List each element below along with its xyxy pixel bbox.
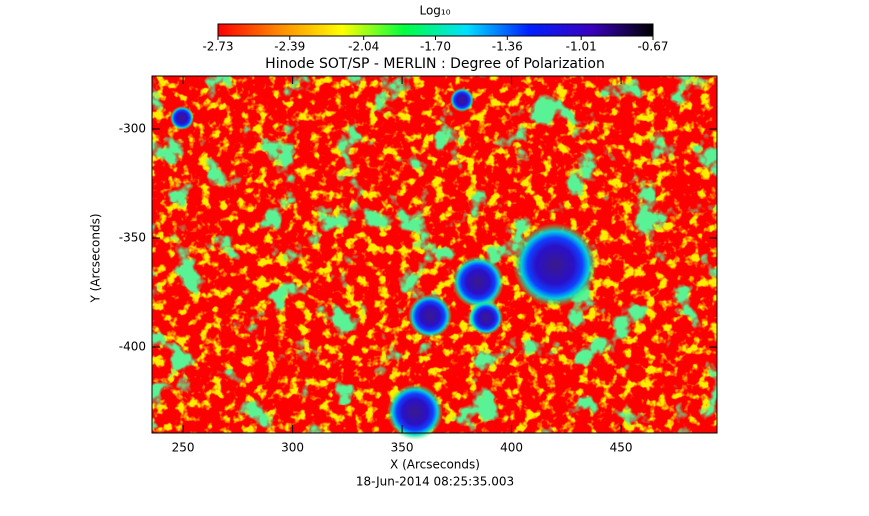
chart-title: Hinode SOT/SP - MERLIN : Degree of Polar… (265, 56, 605, 72)
x-tick-label: 250 (172, 441, 195, 455)
colorbar (217, 23, 654, 37)
colorbar-tick-label: -2.73 (202, 40, 233, 54)
x-tick-label: 450 (610, 441, 633, 455)
x-tick-label: 400 (500, 441, 523, 455)
colorbar-tick-label: -1.01 (566, 40, 597, 54)
x-tick-label: 350 (391, 441, 414, 455)
colorbar-tick-label: -1.36 (492, 40, 523, 54)
y-tick-label: -300 (119, 121, 146, 135)
y-tick-label: -400 (119, 340, 146, 354)
colorbar-tick-label: -0.67 (637, 40, 668, 54)
y-axis-label: Y (Arcseconds) (89, 213, 103, 303)
colorbar-tick-label: -2.39 (274, 40, 305, 54)
x-tick-label: 300 (281, 441, 304, 455)
colorbar-label: Log₁₀ (419, 4, 450, 18)
footnote: 18-Jun-2014 08:25:35.003 (356, 475, 514, 489)
y-tick-label: -350 (119, 231, 146, 245)
plot-frame (151, 75, 718, 434)
colorbar-tick-label: -2.04 (348, 40, 379, 54)
x-axis-label: X (Arcseconds) (390, 458, 480, 472)
field (152, 76, 717, 440)
colorbar-tick-label: -1.70 (420, 40, 451, 54)
